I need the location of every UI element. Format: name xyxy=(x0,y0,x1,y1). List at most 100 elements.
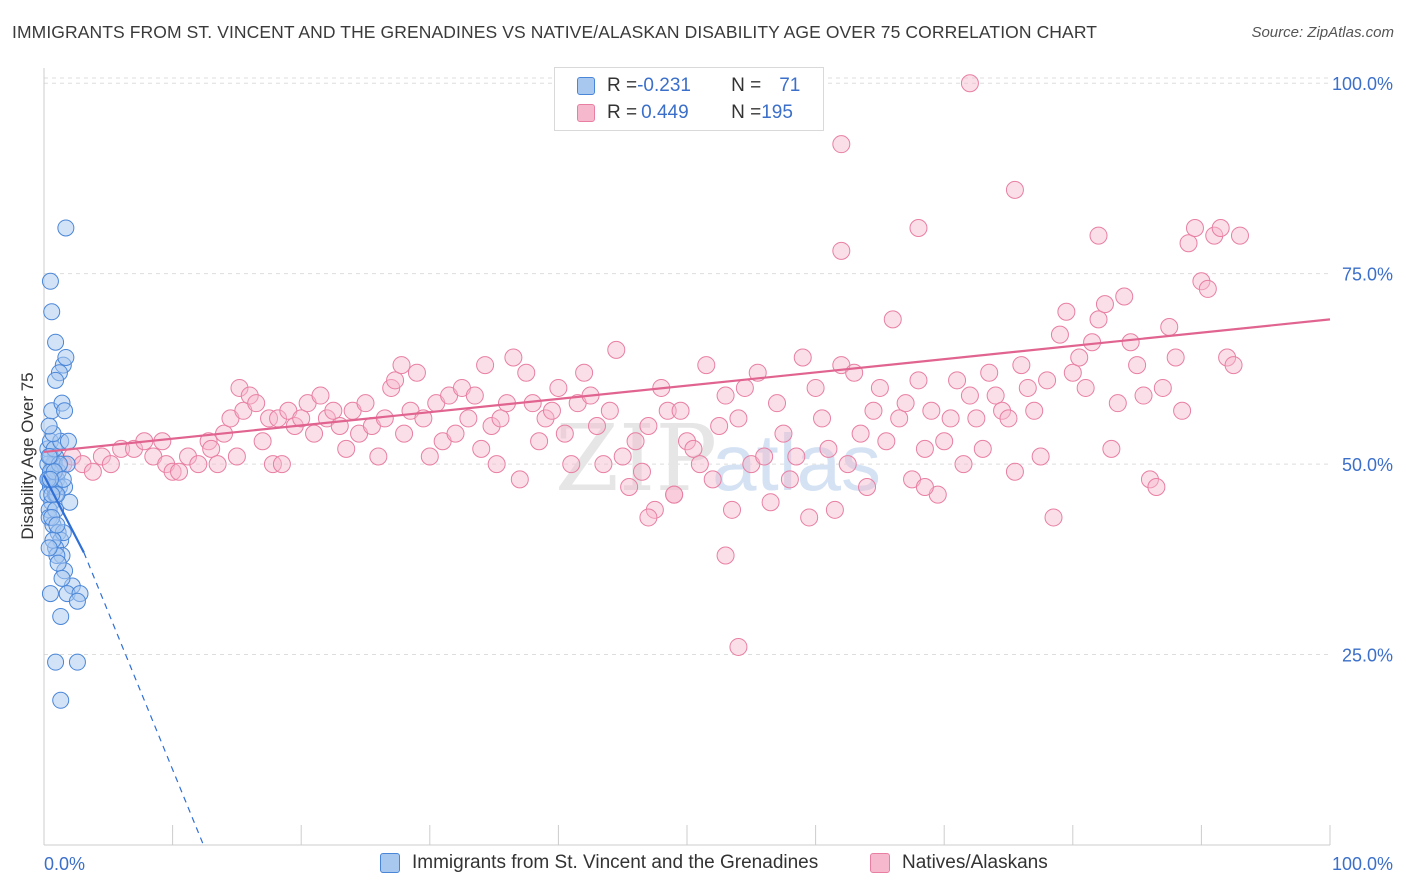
data-point-pink xyxy=(504,348,523,367)
data-point-pink xyxy=(787,447,806,466)
data-point-pink xyxy=(465,386,484,405)
legend-item-immigrants: Immigrants from St. Vincent and the Gren… xyxy=(380,852,818,874)
data-point-pink xyxy=(909,371,928,390)
data-point-pink xyxy=(832,135,851,154)
blue-series xyxy=(39,219,89,709)
data-point-pink xyxy=(1018,378,1037,397)
legend-label-natives: Natives/Alaskans xyxy=(902,852,1048,873)
data-point-pink xyxy=(1185,218,1204,237)
data-point-pink xyxy=(1192,272,1211,291)
data-point-pink xyxy=(800,508,819,527)
data-point-pink xyxy=(703,470,722,489)
data-point-pink xyxy=(858,477,877,496)
data-point-pink xyxy=(1121,333,1140,352)
data-point-pink xyxy=(690,455,709,474)
data-point-pink xyxy=(227,447,246,466)
pink-swatch xyxy=(870,853,890,873)
data-point-pink xyxy=(1179,234,1198,253)
data-point-pink xyxy=(476,356,495,375)
data-point-blue xyxy=(43,303,61,321)
data-point-pink xyxy=(272,455,291,474)
data-point-pink xyxy=(1108,394,1127,413)
data-point-pink xyxy=(960,74,979,93)
data-point-pink xyxy=(170,462,189,481)
legend-n-label: N = xyxy=(731,75,762,96)
data-point-pink xyxy=(890,409,909,428)
data-point-pink xyxy=(1102,439,1121,458)
data-point-pink xyxy=(980,363,999,382)
data-point-pink xyxy=(240,386,259,405)
data-point-pink xyxy=(735,378,754,397)
data-point-pink xyxy=(645,500,664,519)
data-point-blue xyxy=(57,219,75,237)
data-point-pink xyxy=(825,500,844,519)
data-point-pink xyxy=(819,439,838,458)
data-point-pink xyxy=(263,455,282,474)
data-point-pink xyxy=(549,378,568,397)
data-point-blue xyxy=(41,585,59,603)
data-point-pink xyxy=(832,241,851,260)
data-point-pink xyxy=(729,409,748,428)
data-point-pink xyxy=(697,356,716,375)
data-point-pink xyxy=(806,378,825,397)
data-point-pink xyxy=(941,409,960,428)
data-point-pink xyxy=(1076,378,1095,397)
data-point-pink xyxy=(723,500,742,519)
data-point-pink xyxy=(1031,447,1050,466)
data-point-pink xyxy=(1070,348,1089,367)
data-point-pink xyxy=(555,424,574,443)
data-point-pink xyxy=(1063,363,1082,382)
data-point-pink xyxy=(864,401,883,420)
data-point-pink xyxy=(260,409,279,428)
data-point-pink xyxy=(915,477,934,496)
data-point-pink xyxy=(491,409,510,428)
data-point-pink xyxy=(954,455,973,474)
data-point-pink xyxy=(960,386,979,405)
data-point-pink xyxy=(1012,356,1031,375)
data-point-pink xyxy=(530,432,549,451)
data-point-pink xyxy=(459,409,478,428)
data-point-blue xyxy=(40,417,58,435)
data-point-blue xyxy=(57,348,75,366)
legend-r-label: R = xyxy=(607,102,638,123)
data-point-pink xyxy=(1057,302,1076,321)
data-point-blue xyxy=(68,592,86,610)
data-point-pink xyxy=(626,432,645,451)
data-point-pink xyxy=(620,477,639,496)
trend-line-blue xyxy=(43,475,85,553)
chart-title: IMMIGRANTS FROM ST. VINCENT AND THE GREN… xyxy=(12,22,1098,42)
data-point-pink xyxy=(510,470,529,489)
data-point-pink xyxy=(774,424,793,443)
data-point-blue xyxy=(47,333,65,351)
watermark: ZIP atlas xyxy=(555,405,881,512)
data-point-pink xyxy=(613,447,632,466)
data-point-pink xyxy=(999,409,1018,428)
blue-swatch xyxy=(380,853,400,873)
data-point-pink xyxy=(1089,310,1108,329)
correlation-legend: R = -0.231 N = 71 R = 0.449 N = 195 xyxy=(554,67,824,131)
data-point-pink xyxy=(632,462,651,481)
data-point-pink xyxy=(1166,348,1185,367)
pink-series xyxy=(45,74,1249,656)
data-point-pink xyxy=(83,462,102,481)
data-point-pink xyxy=(420,447,439,466)
data-point-blue xyxy=(52,607,70,625)
data-point-pink xyxy=(1211,218,1230,237)
data-point-pink xyxy=(407,363,426,382)
series-legend: Immigrants from St. Vincent and the Gren… xyxy=(0,850,1406,878)
data-point-pink xyxy=(768,394,787,413)
data-point-pink xyxy=(1095,295,1114,314)
data-point-pink xyxy=(253,432,272,451)
data-point-pink xyxy=(755,447,774,466)
data-point-blue xyxy=(56,402,74,420)
data-point-pink xyxy=(1205,226,1224,245)
data-point-pink xyxy=(1198,279,1217,298)
data-point-pink xyxy=(813,409,832,428)
data-point-blue xyxy=(47,371,65,389)
data-point-pink xyxy=(1005,462,1024,481)
data-point-pink xyxy=(935,432,954,451)
data-point-pink xyxy=(1038,371,1057,390)
legend-r-label: R = xyxy=(607,75,638,96)
data-point-pink xyxy=(671,401,690,420)
